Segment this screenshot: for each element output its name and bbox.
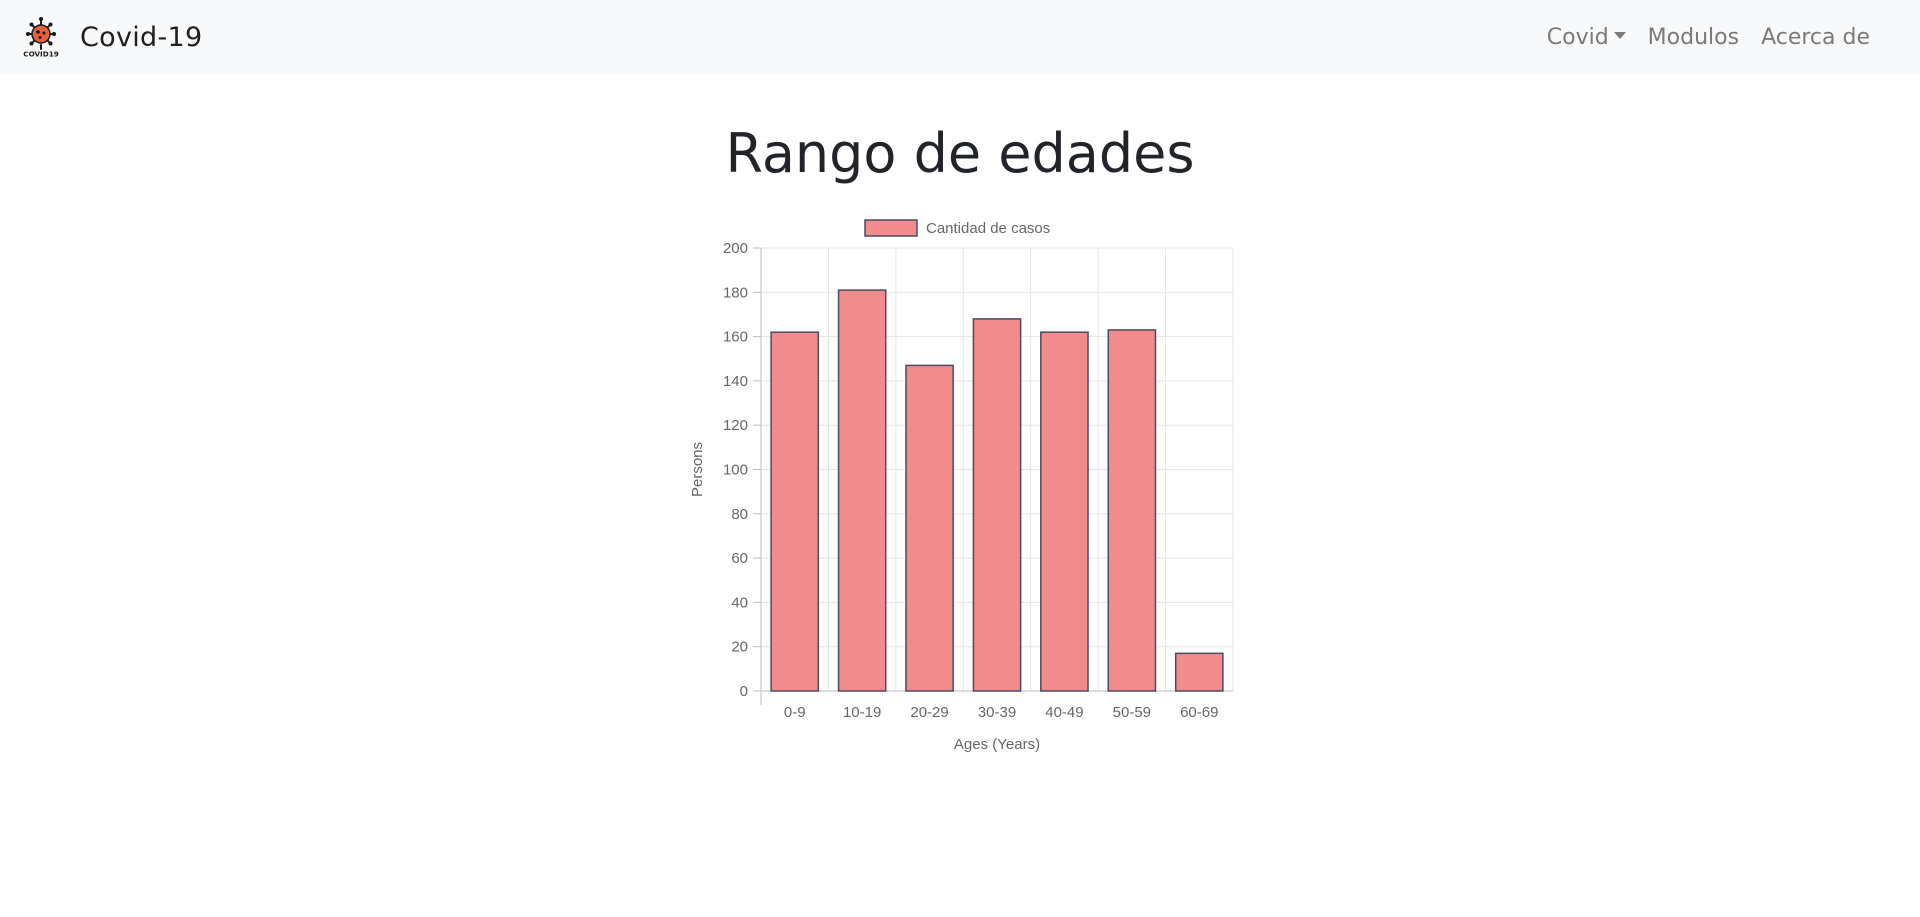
bar-30-39[interactable] (972, 318, 1022, 692)
bar-10-19[interactable] (837, 289, 887, 692)
nav-modulos-label: Modulos (1647, 24, 1740, 50)
nav-modulos-link[interactable]: Modulos (1648, 25, 1739, 50)
nav-covid-dropdown[interactable]: Covid (1547, 25, 1626, 50)
nav-acerca-label: Acerca de (1761, 24, 1870, 50)
y-tick-label: 160 (723, 329, 748, 346)
x-tick-label: 20-29 (910, 704, 948, 721)
y-tick-label: 100 (723, 462, 748, 479)
nav-links: Covid Modulos Acerca de (1525, 0, 1870, 74)
nav-acerca-link[interactable]: Acerca de (1761, 25, 1870, 50)
bar-40-49[interactable] (1040, 331, 1089, 692)
bar-0-9[interactable] (770, 331, 820, 692)
y-tick-label: 60 (731, 550, 748, 567)
x-tick-label: 50-59 (1113, 704, 1151, 721)
x-axis-title: Ages (Years) (954, 736, 1040, 753)
legend-swatch[interactable] (864, 219, 918, 237)
x-tick-label: 40-49 (1045, 704, 1083, 721)
x-tick-label: 60-69 (1180, 704, 1218, 721)
x-tick-label: 10-19 (843, 704, 881, 721)
y-tick-label: 0 (740, 683, 748, 700)
caret-down-icon (1613, 31, 1626, 39)
y-tick-label: 40 (731, 594, 748, 611)
y-tick-label: 120 (723, 417, 748, 434)
bar-50-59[interactable] (1107, 329, 1157, 692)
nav-covid-label: Covid (1546, 24, 1609, 50)
y-tick-label: 180 (723, 284, 748, 301)
logo-text: COVID19 (23, 50, 58, 59)
legend-label[interactable]: Cantidad de casos (926, 220, 1050, 237)
x-tick-label: 30-39 (978, 704, 1016, 721)
brand-link[interactable]: COVID19 Covid-19 (20, 16, 203, 58)
bar-20-29[interactable] (905, 364, 954, 692)
page-title: Rango de edades (725, 122, 1195, 185)
y-axis-title: Persons (689, 442, 706, 497)
y-tick-label: 20 (731, 639, 748, 656)
y-tick-label: 200 (723, 240, 748, 257)
covid-virus-logo-icon: COVID19 (23, 17, 59, 59)
navbar: COVID19 Covid-19 Covid Modulos Acerca de (0, 0, 1920, 74)
brand-title: Covid-19 (80, 21, 203, 53)
x-tick-label: 0-9 (784, 704, 806, 721)
bar-60-69[interactable] (1174, 652, 1224, 692)
age-range-bar-chart: 0 20 40 60 80 100 120 140 160 180 200 0-9 10-19 20-29… (689, 219, 1234, 753)
y-tick-label: 140 (723, 373, 748, 390)
y-tick-label: 80 (731, 506, 748, 523)
